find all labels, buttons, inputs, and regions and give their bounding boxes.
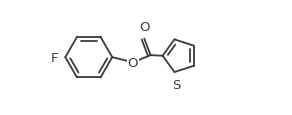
Text: F: F [51, 51, 58, 64]
Text: O: O [139, 21, 150, 34]
Text: S: S [172, 78, 180, 91]
Text: O: O [128, 56, 138, 69]
